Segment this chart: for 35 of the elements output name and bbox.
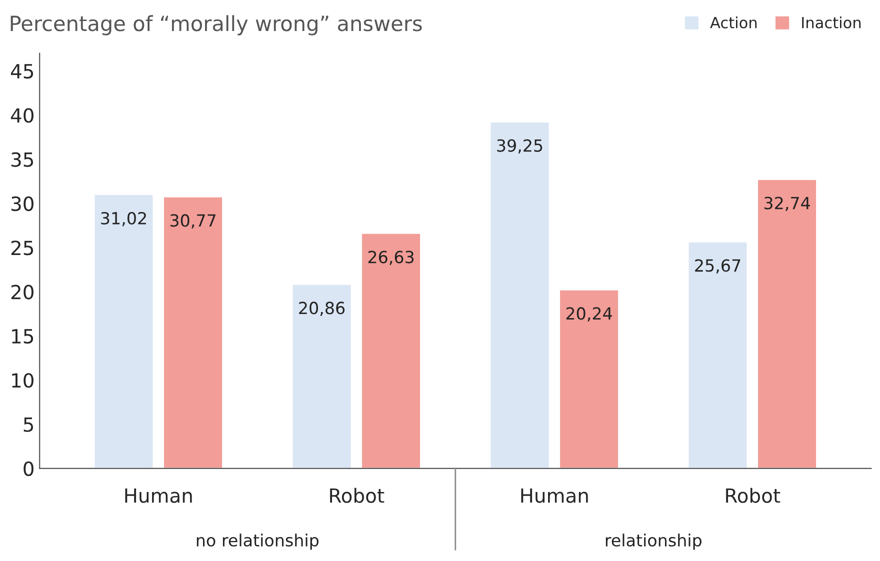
legend-label: Inaction xyxy=(802,16,861,28)
x-tick-label: Human xyxy=(125,488,192,503)
chart-title: Percentage of “morally wrong” answers xyxy=(10,15,422,36)
data-label: 25,67 xyxy=(695,259,740,274)
y-tick-label: 10 xyxy=(12,373,34,388)
y-tick-label: 40 xyxy=(10,108,34,123)
text: no relationship xyxy=(196,534,318,550)
x-tick-label: Human xyxy=(521,488,588,503)
bar xyxy=(291,283,352,468)
bar xyxy=(489,121,550,468)
data-label: 39,25 xyxy=(497,139,542,154)
bar xyxy=(558,288,620,468)
bar xyxy=(756,178,818,468)
x-tick-label: Robot xyxy=(726,488,780,503)
y-tick-label: 0 xyxy=(24,461,34,476)
text: relationship xyxy=(606,534,702,550)
legend-label: Action xyxy=(710,16,757,28)
y-tick-label: 30 xyxy=(11,196,34,212)
y-tick-label: 5 xyxy=(24,417,34,432)
data-label: 30,77 xyxy=(170,214,216,228)
bar xyxy=(93,194,154,468)
data-label: 31,02 xyxy=(101,212,146,226)
bar xyxy=(360,232,422,468)
x-tick-label: Robot xyxy=(330,488,384,503)
y-tick-label: 20 xyxy=(11,284,34,300)
data-label: 32,74 xyxy=(764,196,810,212)
bar xyxy=(162,196,224,468)
y-tick-label: 35 xyxy=(11,152,34,167)
y-tick-label: 25 xyxy=(11,240,34,256)
y-tick-label: 15 xyxy=(12,329,34,344)
data-label: 20,24 xyxy=(566,307,612,322)
data-label: 20,86 xyxy=(299,302,345,316)
data-label: 26,63 xyxy=(368,250,414,266)
y-tick-label: 45 xyxy=(10,64,34,79)
bar xyxy=(687,241,748,468)
